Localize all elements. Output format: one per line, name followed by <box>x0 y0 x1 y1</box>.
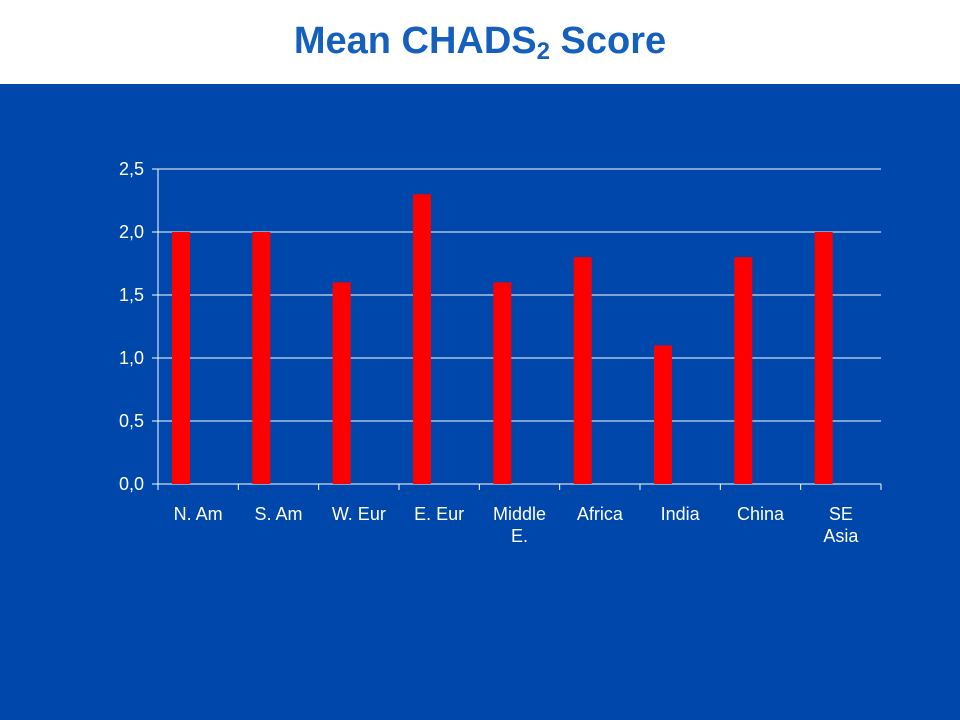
bar <box>252 232 271 484</box>
x-category-label: Asia <box>823 526 859 546</box>
bar <box>573 257 592 484</box>
x-category-label: China <box>737 504 785 524</box>
bar <box>734 257 753 484</box>
y-tick-label: 1,0 <box>119 348 144 368</box>
y-tick-label: 0,5 <box>119 411 144 431</box>
y-tick-label: 2,0 <box>119 222 144 242</box>
y-tick-label: 1,5 <box>119 285 144 305</box>
x-category-label: Middle <box>493 504 546 524</box>
bar <box>814 232 833 484</box>
x-category-label: SE <box>829 504 853 524</box>
x-category-label: E. <box>511 526 528 546</box>
x-category-label: India <box>661 504 701 524</box>
title-subscript: 2 <box>536 38 550 65</box>
slide-background <box>0 84 960 720</box>
x-category-label: N. Am <box>174 504 223 524</box>
title-suffix: Score <box>550 20 667 62</box>
x-category-label: Africa <box>577 504 624 524</box>
bar <box>332 282 351 484</box>
y-tick-label: 2,5 <box>119 159 144 179</box>
bar <box>493 282 512 484</box>
y-tick-label: 0,0 <box>119 474 144 494</box>
x-category-label: W. Eur <box>332 504 386 524</box>
bar <box>654 345 672 484</box>
x-category-label: S. Am <box>254 504 302 524</box>
title-bar: Mean CHADS2 Score <box>0 0 960 84</box>
bar <box>413 194 431 484</box>
slide-title: Mean CHADS2 Score <box>0 20 960 64</box>
bar <box>172 232 190 484</box>
title-main: Mean CHADS <box>293 20 537 62</box>
x-category-label: E. Eur <box>414 504 464 524</box>
